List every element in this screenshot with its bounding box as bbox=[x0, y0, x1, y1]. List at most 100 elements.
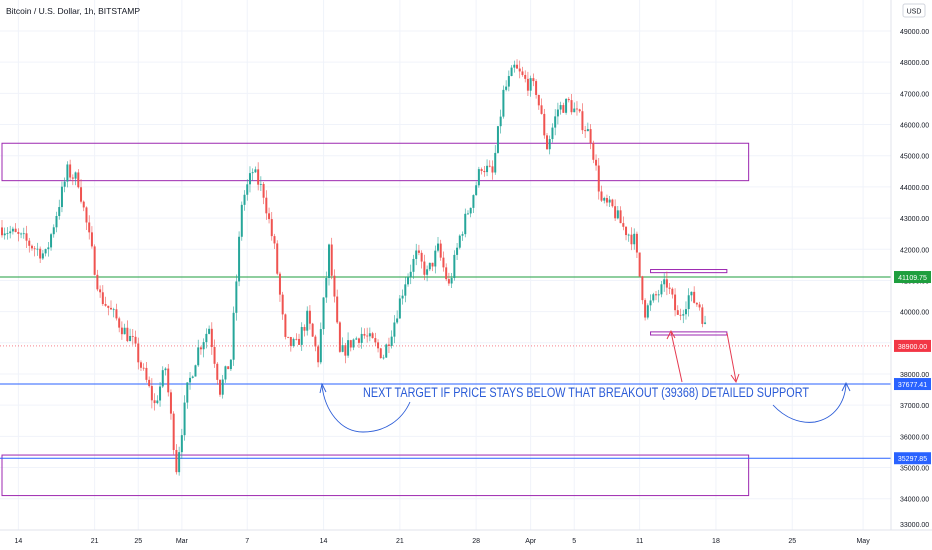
candle-body bbox=[325, 277, 328, 298]
candle-body bbox=[208, 328, 211, 334]
candle-body bbox=[551, 127, 554, 140]
candle-body bbox=[180, 435, 183, 453]
candle-body bbox=[123, 327, 126, 335]
y-tick-label: 37000.00 bbox=[900, 403, 929, 410]
candle-body bbox=[11, 228, 14, 232]
x-tick-label: Mar bbox=[176, 538, 189, 545]
candle-body bbox=[698, 304, 701, 308]
candle-body bbox=[183, 402, 186, 436]
candle-body bbox=[246, 184, 249, 195]
candle-body bbox=[466, 213, 469, 215]
y-tick-label-partial: 33000.00 bbox=[900, 522, 929, 529]
candle-body bbox=[172, 413, 175, 450]
candle-body bbox=[437, 243, 439, 251]
candle-body bbox=[567, 98, 570, 101]
candle-body bbox=[145, 367, 148, 380]
candle-body bbox=[570, 100, 573, 113]
candle-body bbox=[126, 327, 129, 342]
candle-body bbox=[178, 452, 181, 473]
candle-body bbox=[627, 234, 630, 236]
candle-body bbox=[278, 273, 281, 295]
candle-body bbox=[671, 288, 674, 295]
candle-body bbox=[450, 278, 453, 284]
red-arrow-up bbox=[670, 331, 683, 383]
y-tick-label: 46000.00 bbox=[900, 123, 929, 130]
candle-body bbox=[548, 139, 551, 150]
candle-body bbox=[347, 340, 350, 356]
candle-body bbox=[25, 233, 28, 241]
candle-body bbox=[456, 247, 459, 255]
y-tick-label: 44000.00 bbox=[900, 185, 929, 192]
candle-body bbox=[303, 327, 306, 331]
candle-body bbox=[295, 338, 298, 340]
candle-body bbox=[281, 294, 284, 315]
y-tick-label: 47000.00 bbox=[900, 91, 929, 98]
candle-body bbox=[189, 377, 192, 383]
x-tick-label: 7 bbox=[245, 538, 249, 545]
candle-body bbox=[377, 342, 380, 349]
candle-body bbox=[513, 64, 516, 68]
candle-body bbox=[30, 245, 33, 249]
red-arrow-up-head bbox=[666, 329, 676, 340]
candle-body bbox=[442, 257, 445, 268]
candle-body bbox=[216, 363, 219, 380]
candle-body bbox=[366, 335, 369, 337]
candle-body bbox=[578, 109, 581, 112]
candle-body bbox=[603, 197, 606, 201]
candle-body bbox=[687, 295, 690, 310]
candle-body bbox=[524, 74, 527, 79]
candle-body bbox=[595, 159, 598, 166]
candle-body bbox=[47, 247, 50, 250]
price-label-box bbox=[894, 378, 931, 391]
candle-body bbox=[387, 344, 390, 346]
x-tick-label: 25 bbox=[788, 538, 796, 545]
candle-body bbox=[164, 368, 167, 371]
candle-body bbox=[420, 252, 423, 262]
candle-body bbox=[63, 181, 66, 187]
candle-body bbox=[684, 309, 687, 315]
candle-body bbox=[344, 345, 347, 356]
candle-body bbox=[600, 191, 603, 201]
candle-body bbox=[191, 376, 194, 378]
candle-body bbox=[682, 314, 685, 316]
candle-body bbox=[284, 314, 287, 337]
candle-body bbox=[197, 347, 200, 366]
candle-body bbox=[357, 338, 360, 343]
candle-body bbox=[276, 243, 279, 274]
candle-body bbox=[262, 183, 265, 198]
candle-body bbox=[638, 252, 641, 277]
candle-body bbox=[36, 248, 39, 250]
x-tick-label: May bbox=[856, 538, 870, 545]
candle-body bbox=[28, 240, 31, 246]
right-curve-arrow bbox=[772, 383, 847, 423]
candle-body bbox=[423, 261, 426, 275]
candle-body bbox=[434, 250, 437, 267]
candle-body bbox=[584, 130, 587, 132]
symbol-title: Bitcoin / U.S. Dollar, 1h, BITSTAMP bbox=[6, 6, 140, 16]
candle-body bbox=[532, 78, 535, 82]
candle-body bbox=[104, 304, 107, 306]
candle-body bbox=[17, 231, 20, 234]
candle-body bbox=[625, 226, 628, 236]
candle-body bbox=[194, 365, 197, 377]
candle-body bbox=[581, 111, 584, 131]
candle-body bbox=[341, 345, 344, 352]
candle-body bbox=[543, 113, 546, 136]
candle-body bbox=[529, 78, 532, 91]
price-label-text: 35297.85 bbox=[898, 456, 927, 463]
currency-button[interactable]: USD bbox=[902, 3, 926, 18]
candle-body bbox=[412, 258, 415, 272]
candle-body bbox=[652, 294, 655, 301]
candle-body bbox=[22, 233, 25, 235]
candle-body bbox=[592, 143, 595, 160]
candle-body bbox=[224, 366, 227, 380]
candle-body bbox=[496, 126, 499, 153]
zone-box bbox=[1, 454, 750, 497]
candle-body bbox=[491, 166, 494, 173]
candle-body bbox=[480, 169, 483, 171]
candle-body bbox=[649, 300, 652, 306]
candle-body bbox=[20, 233, 23, 235]
candle-body bbox=[404, 284, 407, 296]
candle-body bbox=[52, 227, 55, 235]
